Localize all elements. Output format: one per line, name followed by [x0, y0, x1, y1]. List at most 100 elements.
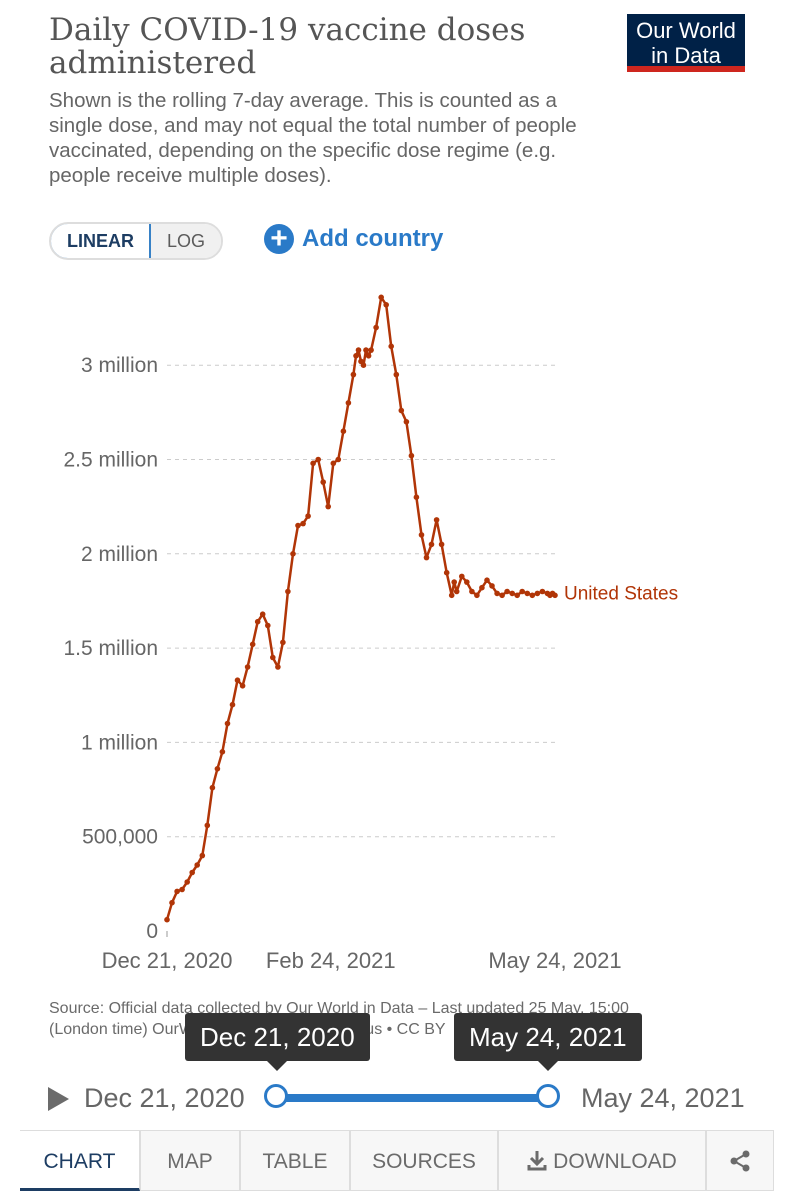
data-point	[194, 862, 200, 868]
data-point	[428, 541, 435, 548]
x-tick-label: Dec 21, 2020	[102, 948, 233, 973]
linear-scale-button[interactable]: LINEAR	[51, 224, 151, 258]
data-point	[285, 588, 291, 595]
y-tick-label: 2 million	[81, 543, 158, 566]
data-point	[353, 353, 359, 359]
data-point	[408, 452, 415, 459]
x-tick-label: Feb 24, 2021	[266, 948, 396, 973]
data-point	[484, 577, 490, 583]
y-tick-label: 2.5 million	[63, 449, 158, 472]
data-point	[539, 588, 546, 595]
timeline-end-handle[interactable]	[536, 1084, 560, 1108]
data-point	[224, 720, 231, 727]
data-point	[423, 554, 430, 561]
end-date-tooltip: May 24, 2021	[454, 1013, 642, 1071]
data-point	[209, 784, 216, 791]
data-point	[345, 400, 352, 406]
data-point	[494, 590, 500, 597]
tab-share[interactable]	[706, 1131, 774, 1191]
data-point	[464, 579, 470, 585]
line-chart: 0 500,000 1 million 1.5 million 2 million 2.5…	[63, 294, 678, 973]
data-point	[325, 503, 332, 510]
data-point	[368, 347, 374, 353]
download-icon	[527, 1151, 547, 1171]
data-point	[340, 428, 347, 434]
data-point	[373, 324, 379, 331]
data-point	[519, 588, 525, 595]
data-point	[295, 522, 301, 529]
series-label: United States	[564, 583, 678, 604]
data-point	[280, 639, 286, 646]
y-tick-label: 500,000	[82, 826, 158, 849]
y-tick-label: 3 million	[81, 354, 158, 377]
add-country-button[interactable]: + Add country	[264, 222, 443, 256]
tab-table[interactable]: TABLE	[240, 1131, 350, 1191]
data-point	[310, 460, 316, 467]
data-point	[275, 664, 281, 670]
data-point	[479, 584, 485, 591]
data-point	[184, 879, 190, 885]
plus-circle-icon: +	[264, 224, 294, 254]
data-point	[300, 520, 306, 527]
tab-sources[interactable]: SOURCES	[350, 1131, 498, 1191]
data-point	[529, 592, 536, 599]
data-point	[453, 588, 460, 595]
data-point	[413, 494, 420, 500]
timeline-end-label: May 24, 2021	[581, 1083, 745, 1113]
series-line-united-states	[165, 296, 556, 921]
chart-title: Daily COVID-19 vaccine doses administere…	[49, 12, 526, 81]
data-point	[169, 899, 175, 906]
data-point	[509, 590, 515, 597]
data-point	[330, 460, 337, 467]
data-point	[164, 916, 170, 923]
data-point	[474, 592, 480, 599]
data-point	[360, 362, 367, 368]
data-point	[418, 532, 425, 538]
data-point	[204, 822, 211, 829]
owid-logo[interactable]: Our World in Data	[627, 14, 745, 72]
data-point	[305, 513, 311, 519]
data-point	[393, 371, 400, 378]
y-tick-label: 0	[146, 920, 158, 943]
data-point	[388, 343, 395, 350]
data-point	[244, 664, 251, 670]
play-icon[interactable]	[48, 1087, 69, 1111]
x-tick-label: May 24, 2021	[488, 948, 621, 973]
data-point	[489, 583, 495, 589]
data-point	[534, 590, 541, 597]
data-point	[459, 573, 465, 580]
data-point	[174, 888, 180, 895]
data-point	[189, 869, 195, 876]
data-point	[290, 551, 296, 557]
start-date-tooltip: Dec 21, 2020	[185, 1013, 370, 1071]
timeline-range-track[interactable]	[276, 1094, 550, 1102]
timeline-start-handle[interactable]	[264, 1084, 288, 1108]
add-country-label: Add country	[302, 225, 444, 252]
data-point	[438, 541, 445, 548]
chart-subtitle: Shown is the rolling 7-day average. This…	[49, 89, 577, 187]
data-point	[363, 347, 369, 353]
bottom-tab-bar: CHART MAP TABLE SOURCES DOWNLOAD	[20, 1130, 774, 1191]
data-point	[378, 294, 385, 301]
data-point	[265, 622, 271, 629]
data-point	[499, 592, 505, 599]
data-point	[320, 479, 327, 485]
scale-toggle: LINEAR LOG	[49, 222, 224, 260]
data-point	[365, 353, 372, 359]
log-scale-button[interactable]: LOG	[151, 224, 222, 258]
data-point	[234, 677, 241, 683]
data-point	[514, 592, 520, 599]
data-point	[259, 611, 266, 617]
tab-chart[interactable]: CHART	[20, 1131, 140, 1191]
tab-map[interactable]: MAP	[140, 1131, 240, 1191]
data-point	[350, 371, 357, 378]
data-point	[199, 852, 206, 859]
data-point	[469, 588, 475, 595]
download-label: DOWNLOAD	[553, 1150, 677, 1173]
share-icon	[730, 1150, 750, 1172]
y-tick-label: 1.5 million	[63, 637, 158, 660]
tab-download[interactable]: DOWNLOAD	[498, 1131, 706, 1191]
data-point	[179, 886, 185, 893]
data-point	[270, 654, 276, 661]
data-point	[335, 456, 342, 463]
